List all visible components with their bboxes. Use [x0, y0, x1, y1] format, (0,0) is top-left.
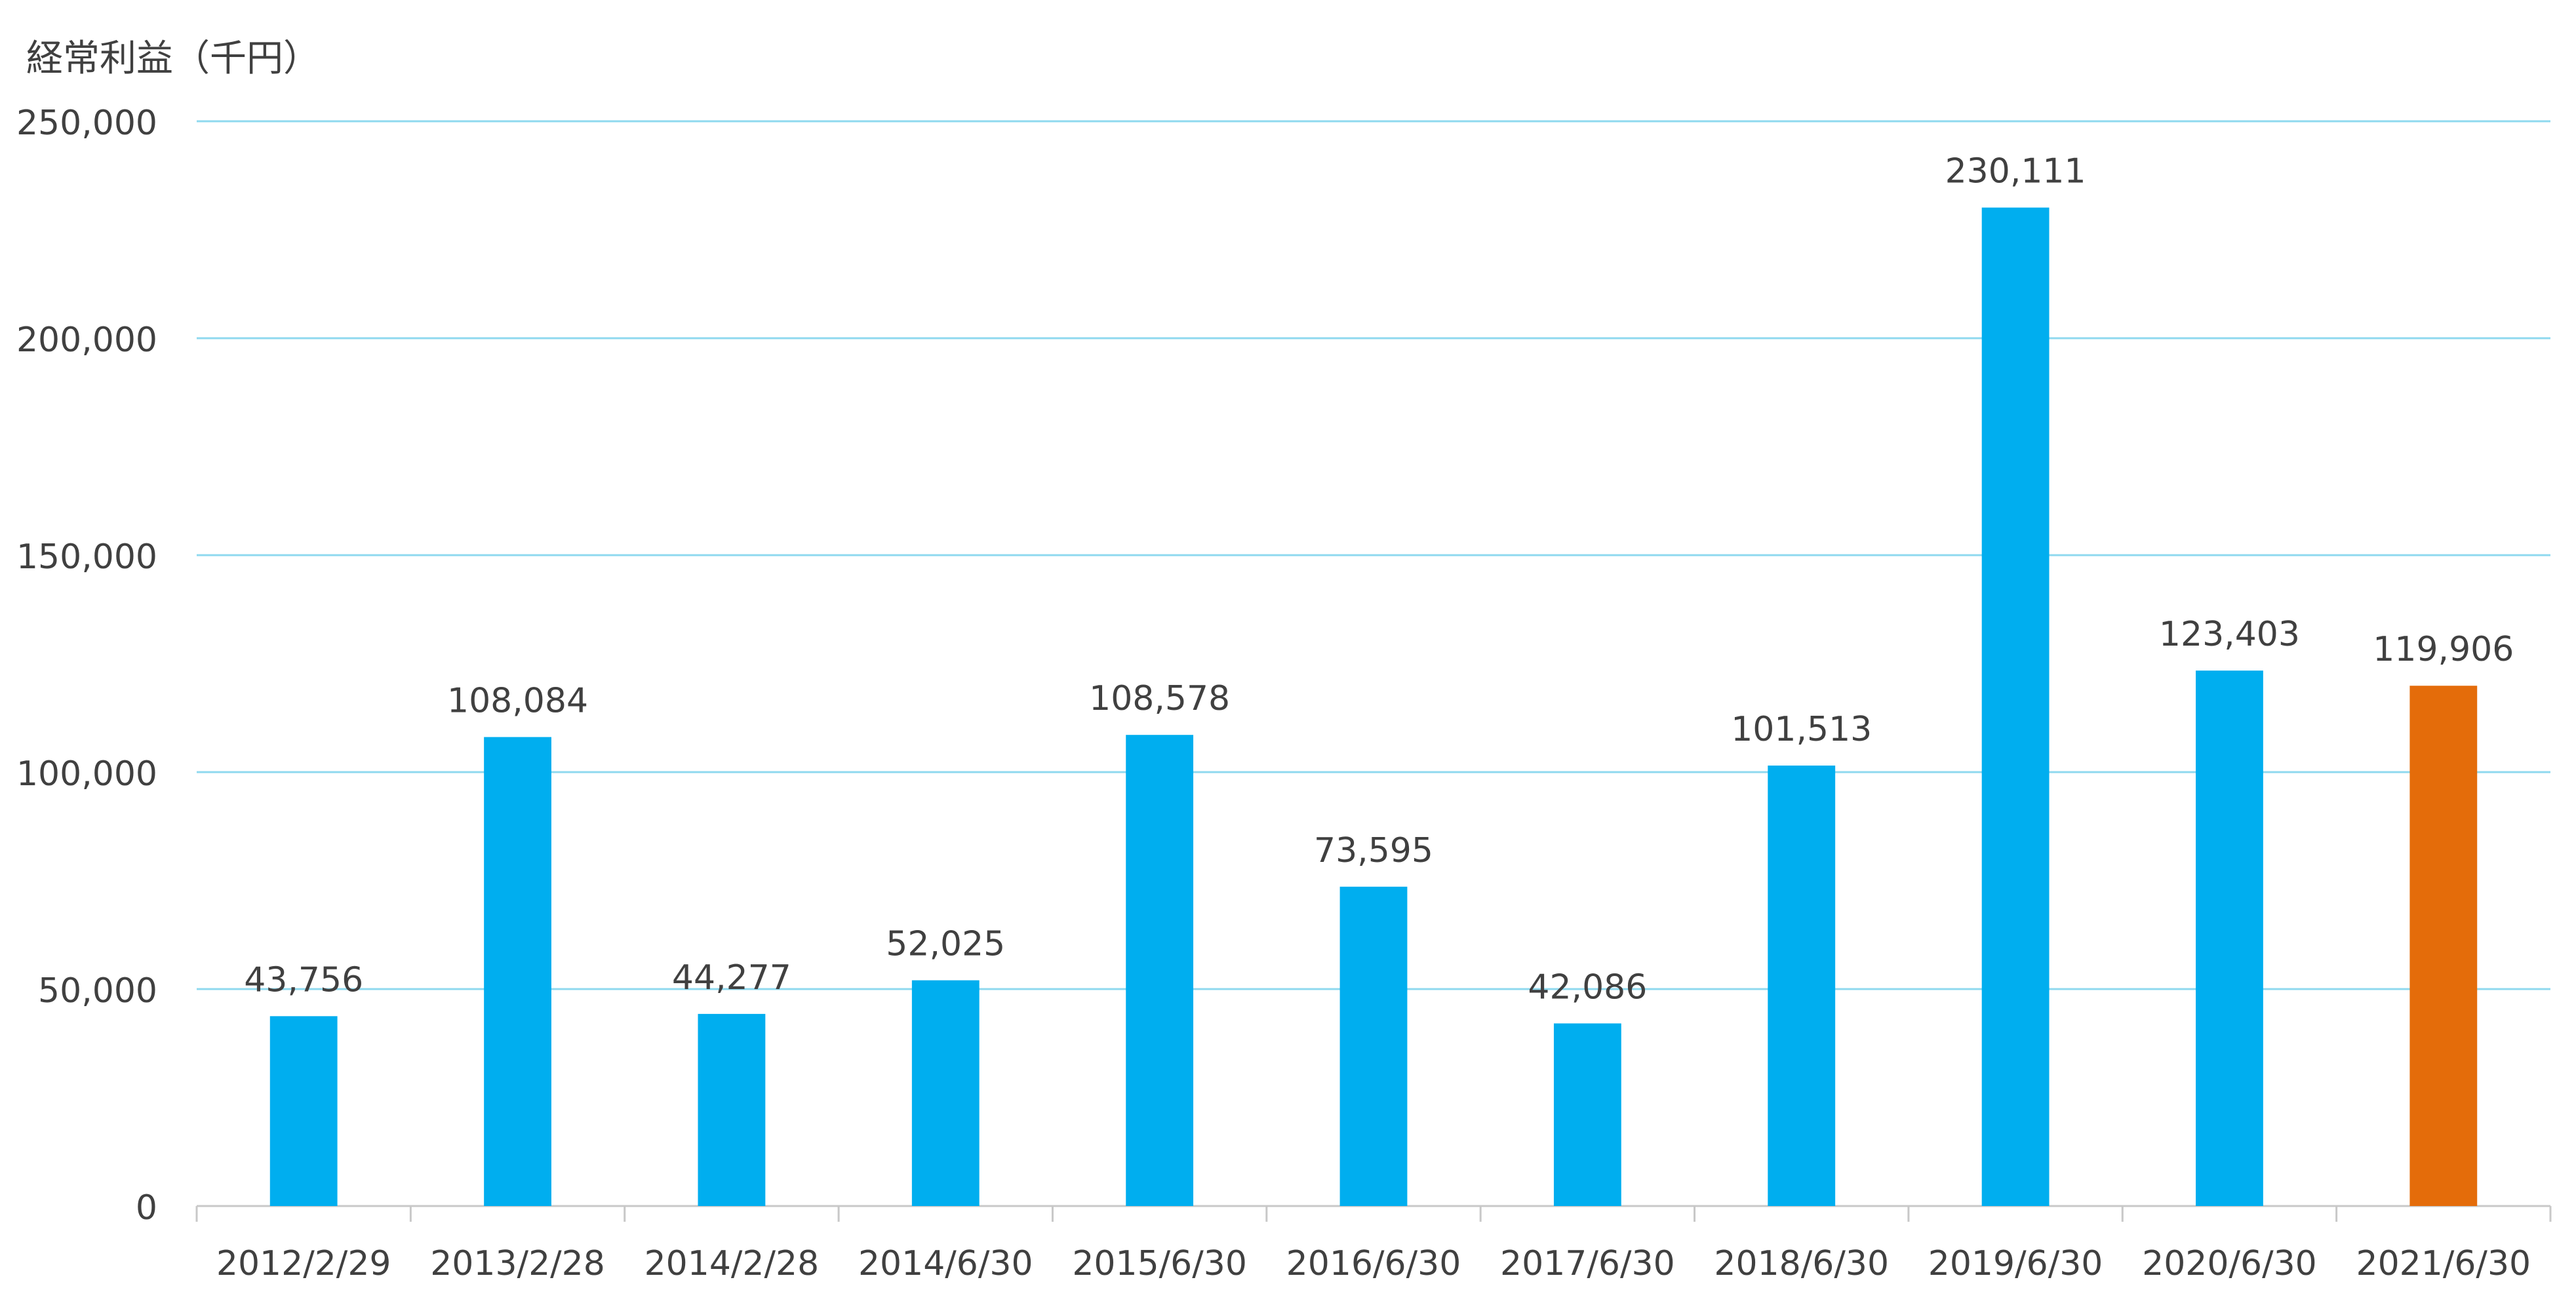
data-label: 123,403 [2159, 615, 2300, 654]
bar [484, 737, 551, 1206]
bar [1768, 765, 1836, 1206]
data-label: 108,084 [447, 681, 588, 720]
bar [1126, 735, 1194, 1206]
x-tick-label: 2014/6/30 [858, 1244, 1033, 1283]
data-label: 42,086 [1528, 967, 1647, 1007]
y-tick-label: 150,000 [16, 537, 157, 577]
bar [1339, 886, 1408, 1206]
y-axis-tick-labels: 0 50,000 100,000 150,000 200,000 250,000 [16, 104, 157, 1228]
data-label: 43,756 [244, 960, 363, 1000]
bar [2196, 671, 2263, 1206]
bar [1981, 207, 2050, 1207]
x-tick-label: 2014/2/28 [644, 1244, 820, 1283]
y-tick-label: 250,000 [16, 104, 157, 143]
x-tick-label: 2013/2/28 [430, 1244, 605, 1283]
y-tick-label: 0 [136, 1188, 157, 1228]
y-tick-label: 200,000 [16, 321, 157, 360]
data-label: 44,277 [672, 958, 791, 998]
bar [698, 1013, 766, 1206]
x-axis [195, 1205, 2552, 1222]
bar [269, 1016, 338, 1206]
x-tick-label: 2016/6/30 [1286, 1244, 1461, 1283]
chart-title: 経常利益（千円） [26, 37, 320, 80]
data-label: 73,595 [1314, 831, 1433, 870]
x-tick-label: 2017/6/30 [1500, 1244, 1675, 1283]
bars [269, 207, 2478, 1207]
y-tick-label: 50,000 [38, 971, 157, 1011]
bar [911, 980, 980, 1206]
bar [1553, 1023, 1621, 1206]
data-label: 108,578 [1089, 679, 1230, 718]
data-label: 52,025 [886, 925, 1005, 964]
x-tick-label: 2021/6/30 [2356, 1244, 2531, 1283]
data-label: 230,111 [1945, 152, 2086, 191]
x-tick-label: 2018/6/30 [1714, 1244, 1889, 1283]
data-label: 101,513 [1731, 710, 1872, 749]
x-tick-label: 2019/6/30 [1928, 1244, 2103, 1283]
x-tick-label: 2012/2/29 [216, 1244, 391, 1283]
x-tick-label: 2015/6/30 [1072, 1244, 1247, 1283]
data-labels: 43,756 108,084 44,277 52,025 108,578 73,595 42… [244, 152, 2514, 1007]
data-label: 119,906 [2373, 630, 2514, 669]
bar [2409, 686, 2478, 1206]
gridlines [197, 120, 2550, 990]
x-axis-tick-labels: 2012/2/29 2013/2/28 2014/2/28 2014/6/30 2015… [216, 1244, 2531, 1283]
y-tick-label: 100,000 [16, 754, 157, 794]
x-tick-label: 2020/6/30 [2142, 1244, 2317, 1283]
